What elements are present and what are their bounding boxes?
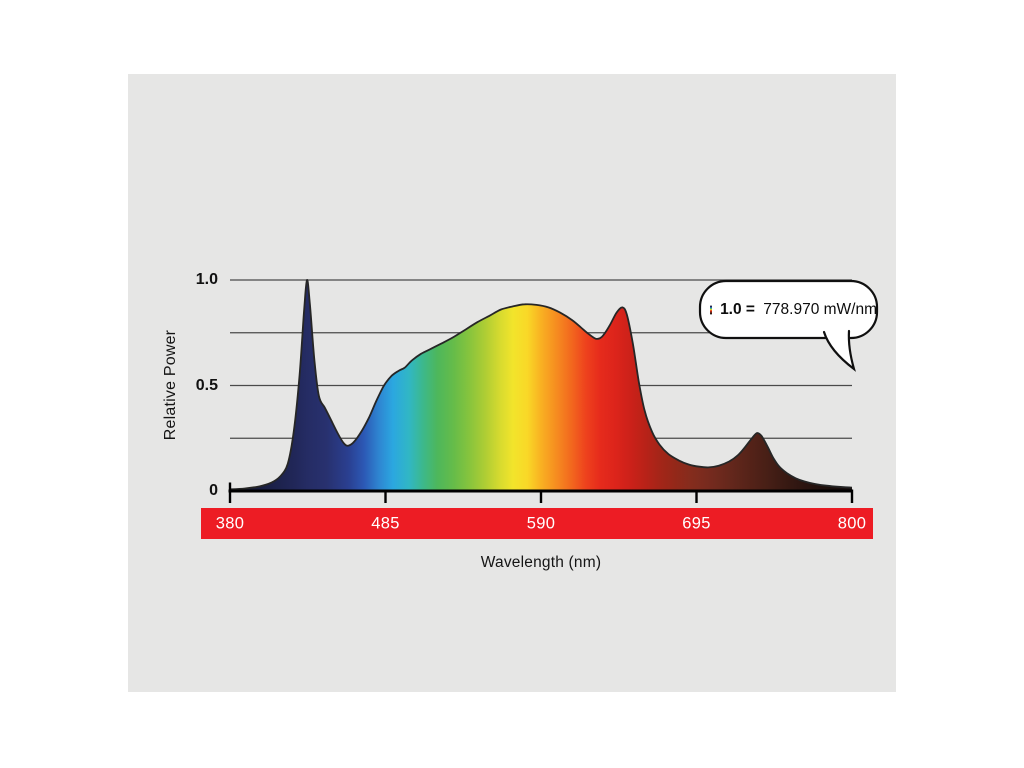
x-axis-tick-label: 485: [371, 514, 400, 532]
y-axis-tick-label: 1.0: [195, 271, 218, 288]
wavelength-axis-bar: 380 485 590 695 800: [201, 508, 873, 539]
callout-bubble: [698, 279, 879, 340]
callout-content: 1.0 = 778.970 mW/nm: [700, 281, 877, 338]
spectrum-area: [230, 279, 852, 491]
spectrum-plot: [228, 279, 854, 503]
y-axis-tick-label: 0: [209, 482, 218, 499]
callout-text: 1.0 = 778.970 mW/nm: [720, 301, 877, 319]
x-axis-tick-label: 695: [682, 514, 711, 532]
spectrum-legend-icon: [710, 305, 713, 314]
y-axis-tick-label: 0.5: [195, 376, 218, 394]
callout-scale-value: 1.0 =: [720, 300, 755, 318]
callout-tail: [822, 329, 856, 372]
scale-callout: [698, 279, 879, 372]
x-axis-ticks: [228, 482, 854, 503]
x-axis-tick-label: 590: [526, 514, 556, 532]
x-axis-tick-label: 800: [837, 514, 867, 532]
spectrum-curve: [229, 279, 853, 491]
callout-power-value: 778.970 mW/nm: [763, 300, 877, 318]
x-axis-tick-label: 380: [215, 514, 245, 532]
x-axis-title: Wavelength (nm): [480, 554, 602, 571]
